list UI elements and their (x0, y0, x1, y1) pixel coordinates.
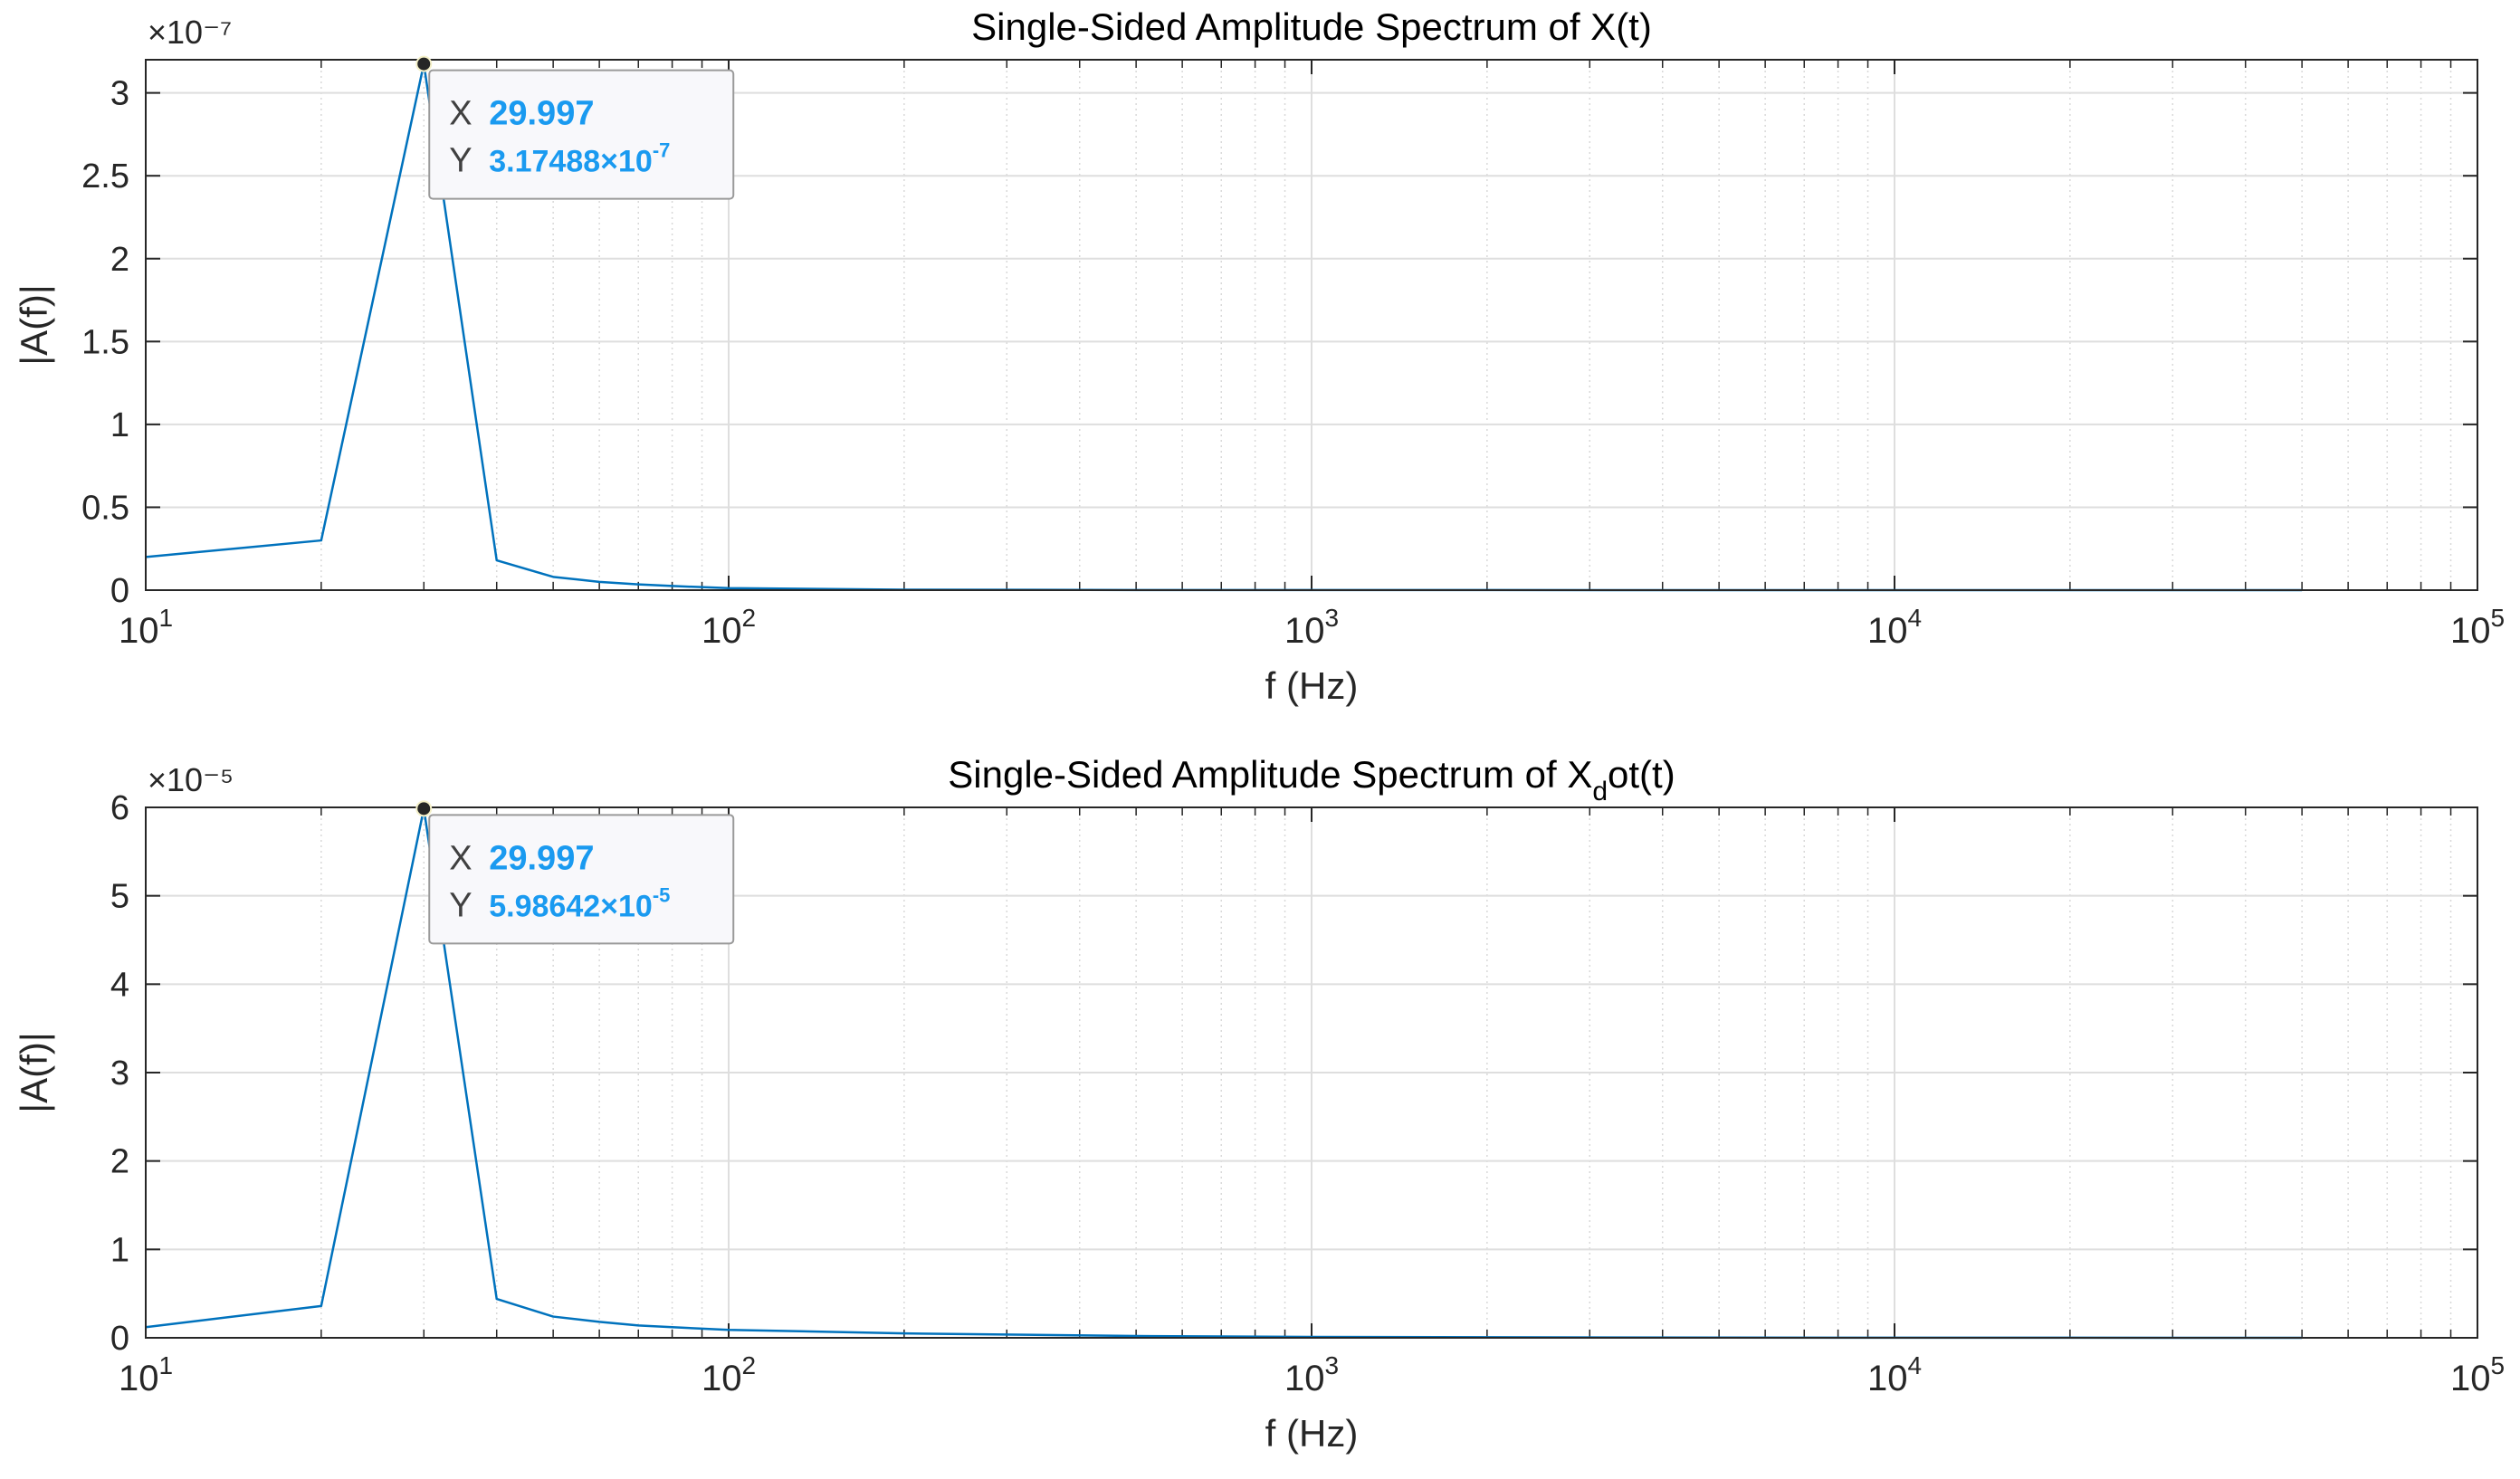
y-tick-label: 1 (110, 1231, 129, 1269)
x-tick-label: 104 (1867, 604, 1922, 651)
datatip[interactable]: X 29.997 Y 3.17488×10-7 (415, 55, 735, 200)
datatip-y-value: 5.98642×10-5 (489, 883, 670, 923)
x-tick-label: 105 (2450, 604, 2505, 651)
x-tick-label: 103 (1284, 1351, 1339, 1398)
datatip-y-exponent: -5 (653, 883, 671, 906)
y-tick-labels: 0 1 2 3 4 5 6 (110, 789, 129, 1358)
y-tick-labels: 0 0.5 1 1.5 2 2.5 3 (81, 75, 129, 610)
datatip-y-times: ×10 (600, 889, 653, 923)
chart-title: Single-Sided Amplitude Spectrum of X(t) (971, 5, 1652, 48)
axes-frame (145, 806, 2478, 1339)
datatip-y-mantissa: 3.17488 (489, 145, 600, 179)
datatip-x-label: X (449, 95, 472, 133)
datatip-x-value: 29.997 (489, 95, 594, 133)
x-tick-labels: 101 102 103 104 105 (119, 604, 2505, 651)
x-tick-label: 102 (702, 1351, 756, 1398)
datatip-y-mantissa: 5.98642 (489, 889, 600, 923)
y-tick-label: 6 (110, 789, 129, 827)
datatip-y-label: Y (449, 886, 472, 924)
y-tick-label: 0.5 (81, 489, 129, 527)
x-tick-label: 102 (702, 604, 756, 651)
y-tick-label: 1 (110, 406, 129, 444)
x-tick-label: 101 (119, 604, 173, 651)
y-tick-label: 4 (110, 966, 129, 1004)
y-tick-label: 0 (110, 572, 129, 610)
axes-bottom[interactable]: 0 1 2 3 4 5 6 101 102 103 104 105 ×10⁻⁵ Single-Sid… (13, 753, 2505, 1455)
chart-title: Single-Sided Amplitude Spectrum of Xdot(… (948, 753, 1675, 806)
y-exponent-label: ×10⁻⁷ (148, 14, 232, 51)
datatip-y-times: ×10 (600, 145, 653, 179)
axes-top[interactable]: 0 0.5 1 1.5 2 2.5 3 101 102 103 104 105 ×10⁻⁷ Sing… (13, 5, 2505, 707)
chart-title-main: Single-Sided Amplitude Spectrum of X (948, 753, 1592, 796)
datatip-y-value: 3.17488×10-7 (489, 139, 670, 179)
datatip[interactable]: X 29.997 Y 5.98642×10-5 (415, 800, 735, 945)
y-tick-label: 2 (110, 1143, 129, 1181)
x-tick-label: 103 (1284, 604, 1339, 651)
datatip-x-label: X (449, 839, 472, 877)
y-tick-label: 2.5 (81, 157, 129, 196)
grid-lines (146, 60, 2477, 590)
axes-frame (145, 59, 2478, 591)
x-axis-label: f (Hz) (1265, 1412, 1359, 1455)
datatip-box[interactable] (428, 69, 735, 200)
datatip-x-value: 29.997 (489, 839, 594, 877)
x-tick-label: 105 (2450, 1351, 2505, 1398)
x-tick-label: 104 (1867, 1351, 1922, 1398)
datatip-box[interactable] (428, 814, 735, 945)
y-tick-label: 2 (110, 241, 129, 279)
tick-marks (145, 806, 2478, 1339)
chart-title-end: ot(t) (1608, 753, 1675, 796)
y-tick-label: 3 (110, 1054, 129, 1093)
y-tick-label: 1.5 (81, 323, 129, 361)
chart-title-subscript: d (1592, 777, 1608, 806)
datatip-y-label: Y (449, 142, 472, 180)
datatip-y-exponent: -7 (653, 139, 671, 162)
y-tick-label: 0 (110, 1320, 129, 1358)
datatip-marker[interactable] (415, 800, 433, 817)
y-axis-label: |A(f)| (13, 1032, 55, 1112)
datatip-marker[interactable] (415, 55, 433, 72)
y-tick-label: 3 (110, 75, 129, 113)
x-tick-labels: 101 102 103 104 105 (119, 1351, 2505, 1398)
x-axis-label: f (Hz) (1265, 664, 1359, 707)
y-exponent-label: ×10⁻⁵ (148, 761, 234, 798)
y-tick-label: 5 (110, 878, 129, 916)
x-tick-label: 101 (119, 1351, 173, 1398)
y-axis-label: |A(f)| (13, 284, 55, 365)
